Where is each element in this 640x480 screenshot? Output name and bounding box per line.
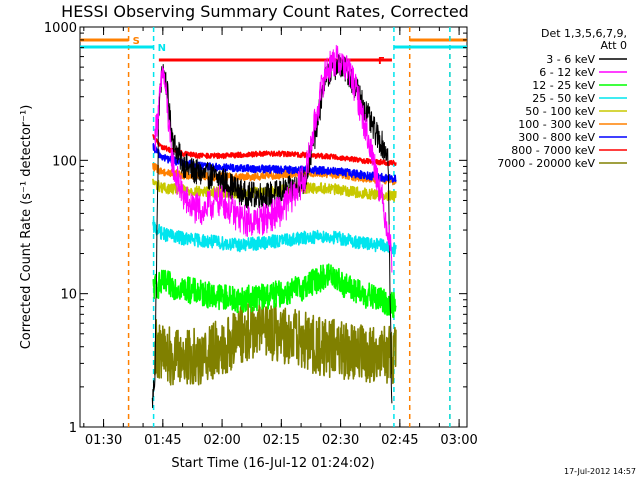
flag-label-saa: S <box>133 36 140 47</box>
legend-label: 25 - 50 keV <box>532 92 595 105</box>
y-axis-label: Corrected Count Rate (s⁻¹ detector⁻¹) <box>19 105 34 350</box>
legend-label: 50 - 100 keV <box>525 105 595 118</box>
legend-label: 300 - 800 keV <box>518 131 595 144</box>
legend-header-line-2: Att 0 <box>601 39 627 52</box>
legend-label: 3 - 6 keV <box>546 53 595 66</box>
legend-label: 800 - 7000 keV <box>511 144 595 157</box>
series-line-25-50-kev <box>152 219 397 255</box>
legend-label: 6 - 12 keV <box>539 66 595 79</box>
flag-label-night: N <box>158 43 166 54</box>
plot-frame <box>79 26 468 428</box>
series-layer <box>151 44 397 409</box>
y-tick-label: 1 <box>69 421 77 436</box>
series-line-800-7000-kev <box>152 134 397 167</box>
legend-header-line-1: Det 1,3,5,6,7,9, <box>541 27 627 40</box>
plot-area: S N F 01:30 01:45 02:00 02:15 02:30 02:45 03:00 1… <box>44 21 478 448</box>
axis-layer: 01:30 01:45 02:00 02:15 02:30 02:45 03:00 1 10 10… <box>44 21 478 448</box>
footer-date: 17-Jul-2012 14:57 <box>564 467 636 476</box>
series-line-6-12-kev <box>154 44 393 273</box>
x-tick-label: 02:45 <box>381 433 418 448</box>
x-tick-label: 02:00 <box>203 433 240 448</box>
series-line-7000-20000-kev <box>154 302 397 386</box>
x-axis-label: Start Time (16-Jul-12 01:24:02) <box>171 456 374 471</box>
x-tick-label: 02:15 <box>263 433 300 448</box>
x-tick-label: 01:30 <box>85 433 122 448</box>
legend-label: 100 - 300 keV <box>518 118 595 131</box>
x-tick-label: 02:30 <box>322 433 359 448</box>
x-tick-label: 01:45 <box>144 433 181 448</box>
y-tick-label: 10 <box>60 288 77 303</box>
y-tick-label: 1000 <box>44 21 77 36</box>
legend-label: 12 - 25 keV <box>532 79 595 92</box>
y-tick-label: 100 <box>52 154 77 169</box>
flag-label-flare: F <box>378 56 385 67</box>
legend-label: 7000 - 20000 keV <box>497 157 595 170</box>
chart-title: HESSI Observing Summary Count Rates, Cor… <box>61 2 469 21</box>
flag-layer: S N F <box>80 27 467 427</box>
x-tick-label: 03:00 <box>440 433 477 448</box>
series-line-12-25-kev <box>152 263 397 319</box>
